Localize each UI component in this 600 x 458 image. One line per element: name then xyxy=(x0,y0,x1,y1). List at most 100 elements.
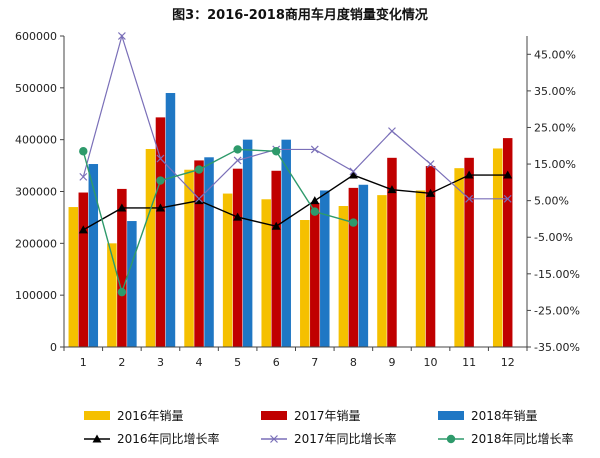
bar-2017年销量-11 xyxy=(464,157,474,347)
marker-2016年同比增长率-11 xyxy=(503,170,513,179)
x-tick-label: 2 xyxy=(118,356,125,369)
y-tick-label: 400000 xyxy=(15,134,57,147)
bar-2018年销量-2 xyxy=(127,221,137,347)
marker-2016年同比增长率-6 xyxy=(310,196,320,205)
y2-tick-label: 15.00% xyxy=(534,158,576,171)
bar-2016年销量-2 xyxy=(107,243,117,347)
marker-2017年同比增长率-10 xyxy=(465,194,474,203)
x-tick-label: 3 xyxy=(157,356,164,369)
marker-2017年同比增长率-9 xyxy=(426,160,435,168)
marker-2016年同比增长率-0 xyxy=(78,225,88,234)
marker-2018年同比增长率-2 xyxy=(156,176,165,185)
bar-2016年销量-6 xyxy=(261,199,271,347)
y2-tick-label: 5.00% xyxy=(534,195,569,208)
bar-2017年销量-12 xyxy=(502,138,513,347)
marker-2017年同比增长率-4 xyxy=(233,156,242,165)
x-tick-label: 4 xyxy=(196,356,203,369)
bar-2016年销量-5 xyxy=(222,193,233,347)
y2-tick-label: -15.00% xyxy=(534,268,580,281)
marker-2016年同比增长率-10 xyxy=(464,170,474,179)
legend: 2016年销量 2017年销量 2018年销量 2016年同比增长率 2017年同比增长… xyxy=(84,409,574,446)
legend-label-2016年销量: 2016年销量 xyxy=(117,409,184,423)
marker-2016年同比增长率-9 xyxy=(426,188,436,197)
legend-swatch-2018年销量 xyxy=(438,411,464,420)
line-2017年同比增长率 xyxy=(82,33,508,200)
marker-2017年同比增长率-0 xyxy=(79,172,88,181)
legend-swatch-2016年销量 xyxy=(84,411,110,420)
bar-2016年销量-12 xyxy=(492,148,503,347)
marker-2017年同比增长率-7 xyxy=(349,167,358,176)
bar-2016年销量-1 xyxy=(68,207,79,347)
bar-2018年销量-3 xyxy=(165,93,176,348)
marker-2018年同比增长率-4 xyxy=(233,145,242,154)
bar-2017年销量-3 xyxy=(155,117,166,348)
bar-2016年销量-9 xyxy=(377,195,387,347)
bar-2018年销量-1 xyxy=(88,164,99,347)
bar-2016年销量-10 xyxy=(415,190,426,347)
y2-tick-label: -35.00% xyxy=(534,341,580,354)
x-tick-label: 9 xyxy=(388,356,395,369)
marker-2017年同比增长率-2 xyxy=(156,154,165,163)
x-tick-label: 11 xyxy=(462,356,476,369)
bar-2018年销量-6 xyxy=(281,139,291,347)
x-tick-label: 1 xyxy=(80,356,87,369)
bar-2017年销量-8 xyxy=(348,187,359,347)
y2-tick-label: -25.00% xyxy=(534,304,580,317)
x-tick-label: 7 xyxy=(311,356,318,369)
y-tick-label: 600000 xyxy=(15,30,57,43)
y-tick-label: 200000 xyxy=(15,237,57,250)
marker-2016年同比增长率-7 xyxy=(348,170,358,179)
bar-2017年销量-7 xyxy=(310,202,320,347)
bar-2016年销量-4 xyxy=(184,169,194,347)
y-tick-label: 100000 xyxy=(15,289,57,302)
legend-marker-2018年同比增长率 xyxy=(446,434,456,444)
bars-layer xyxy=(68,93,513,348)
marker-2017年同比增长率-3 xyxy=(195,194,203,203)
bar-2018年销量-5 xyxy=(242,139,253,347)
x-tick-label: 12 xyxy=(501,356,515,369)
bar-2017年销量-10 xyxy=(425,166,436,347)
legend-label-2018年销量: 2018年销量 xyxy=(471,409,538,423)
y2-tick-label: -5.00% xyxy=(534,231,573,244)
y-tick-label: 300000 xyxy=(15,186,57,199)
line-2018年同比增长率 xyxy=(82,148,354,295)
line-2016年同比增长率 xyxy=(82,174,508,231)
legend-label-2016年同比增长率: 2016年同比增长率 xyxy=(117,431,220,446)
bar-2017年销量-2 xyxy=(117,188,127,347)
bar-2017年销量-5 xyxy=(232,168,243,347)
marker-2016年同比增长率-3 xyxy=(194,196,204,205)
marker-2016年同比增长率-2 xyxy=(155,203,165,212)
marker-2017年同比增长率-1 xyxy=(117,32,126,40)
bar-2018年销量-7 xyxy=(320,190,330,347)
bar-2016年销量-8 xyxy=(338,206,349,347)
marker-2017年同比增长率-6 xyxy=(310,145,319,154)
legend-marker-2017年同比增长率 xyxy=(270,435,278,443)
bar-2018年销量-8 xyxy=(358,184,369,347)
chart-title: 图3：2016-2018商用车月度销量变化情况 xyxy=(172,7,428,23)
legend-label-2017年销量: 2017年销量 xyxy=(294,409,361,423)
y-tick-label: 0 xyxy=(50,341,57,354)
marker-2018年同比增长率-0 xyxy=(79,147,88,156)
legend-marker-2016年同比增长率 xyxy=(92,434,102,443)
bar-2016年销量-7 xyxy=(300,220,310,347)
legend-swatch-2017年销量 xyxy=(261,411,287,420)
y2-tick-label: 35.00% xyxy=(534,85,576,98)
x-tick-label: 10 xyxy=(424,356,438,369)
bar-2017年销量-1 xyxy=(78,192,89,347)
marker-2018年同比增长率-3 xyxy=(194,165,204,174)
y2-tick-label: 45.00% xyxy=(534,48,576,61)
lines-layer xyxy=(78,32,513,297)
marker-2016年同比增长率-4 xyxy=(233,212,243,221)
x-tick-label: 6 xyxy=(273,356,280,369)
marker-2018年同比增长率-5 xyxy=(272,147,281,156)
marker-2016年同比增长率-8 xyxy=(387,185,397,194)
bar-2016年销量-11 xyxy=(454,168,464,347)
marker-2018年同比增长率-6 xyxy=(310,207,319,216)
bar-2017年销量-6 xyxy=(271,170,281,347)
legend-label-2018年同比增长率: 2018年同比增长率 xyxy=(471,431,574,446)
marker-2018年同比增长率-1 xyxy=(117,287,127,297)
marker-2017年同比增长率-11 xyxy=(503,194,512,203)
y2-tick-label: 25.00% xyxy=(534,121,576,134)
marker-2017年同比增长率-8 xyxy=(388,127,396,136)
